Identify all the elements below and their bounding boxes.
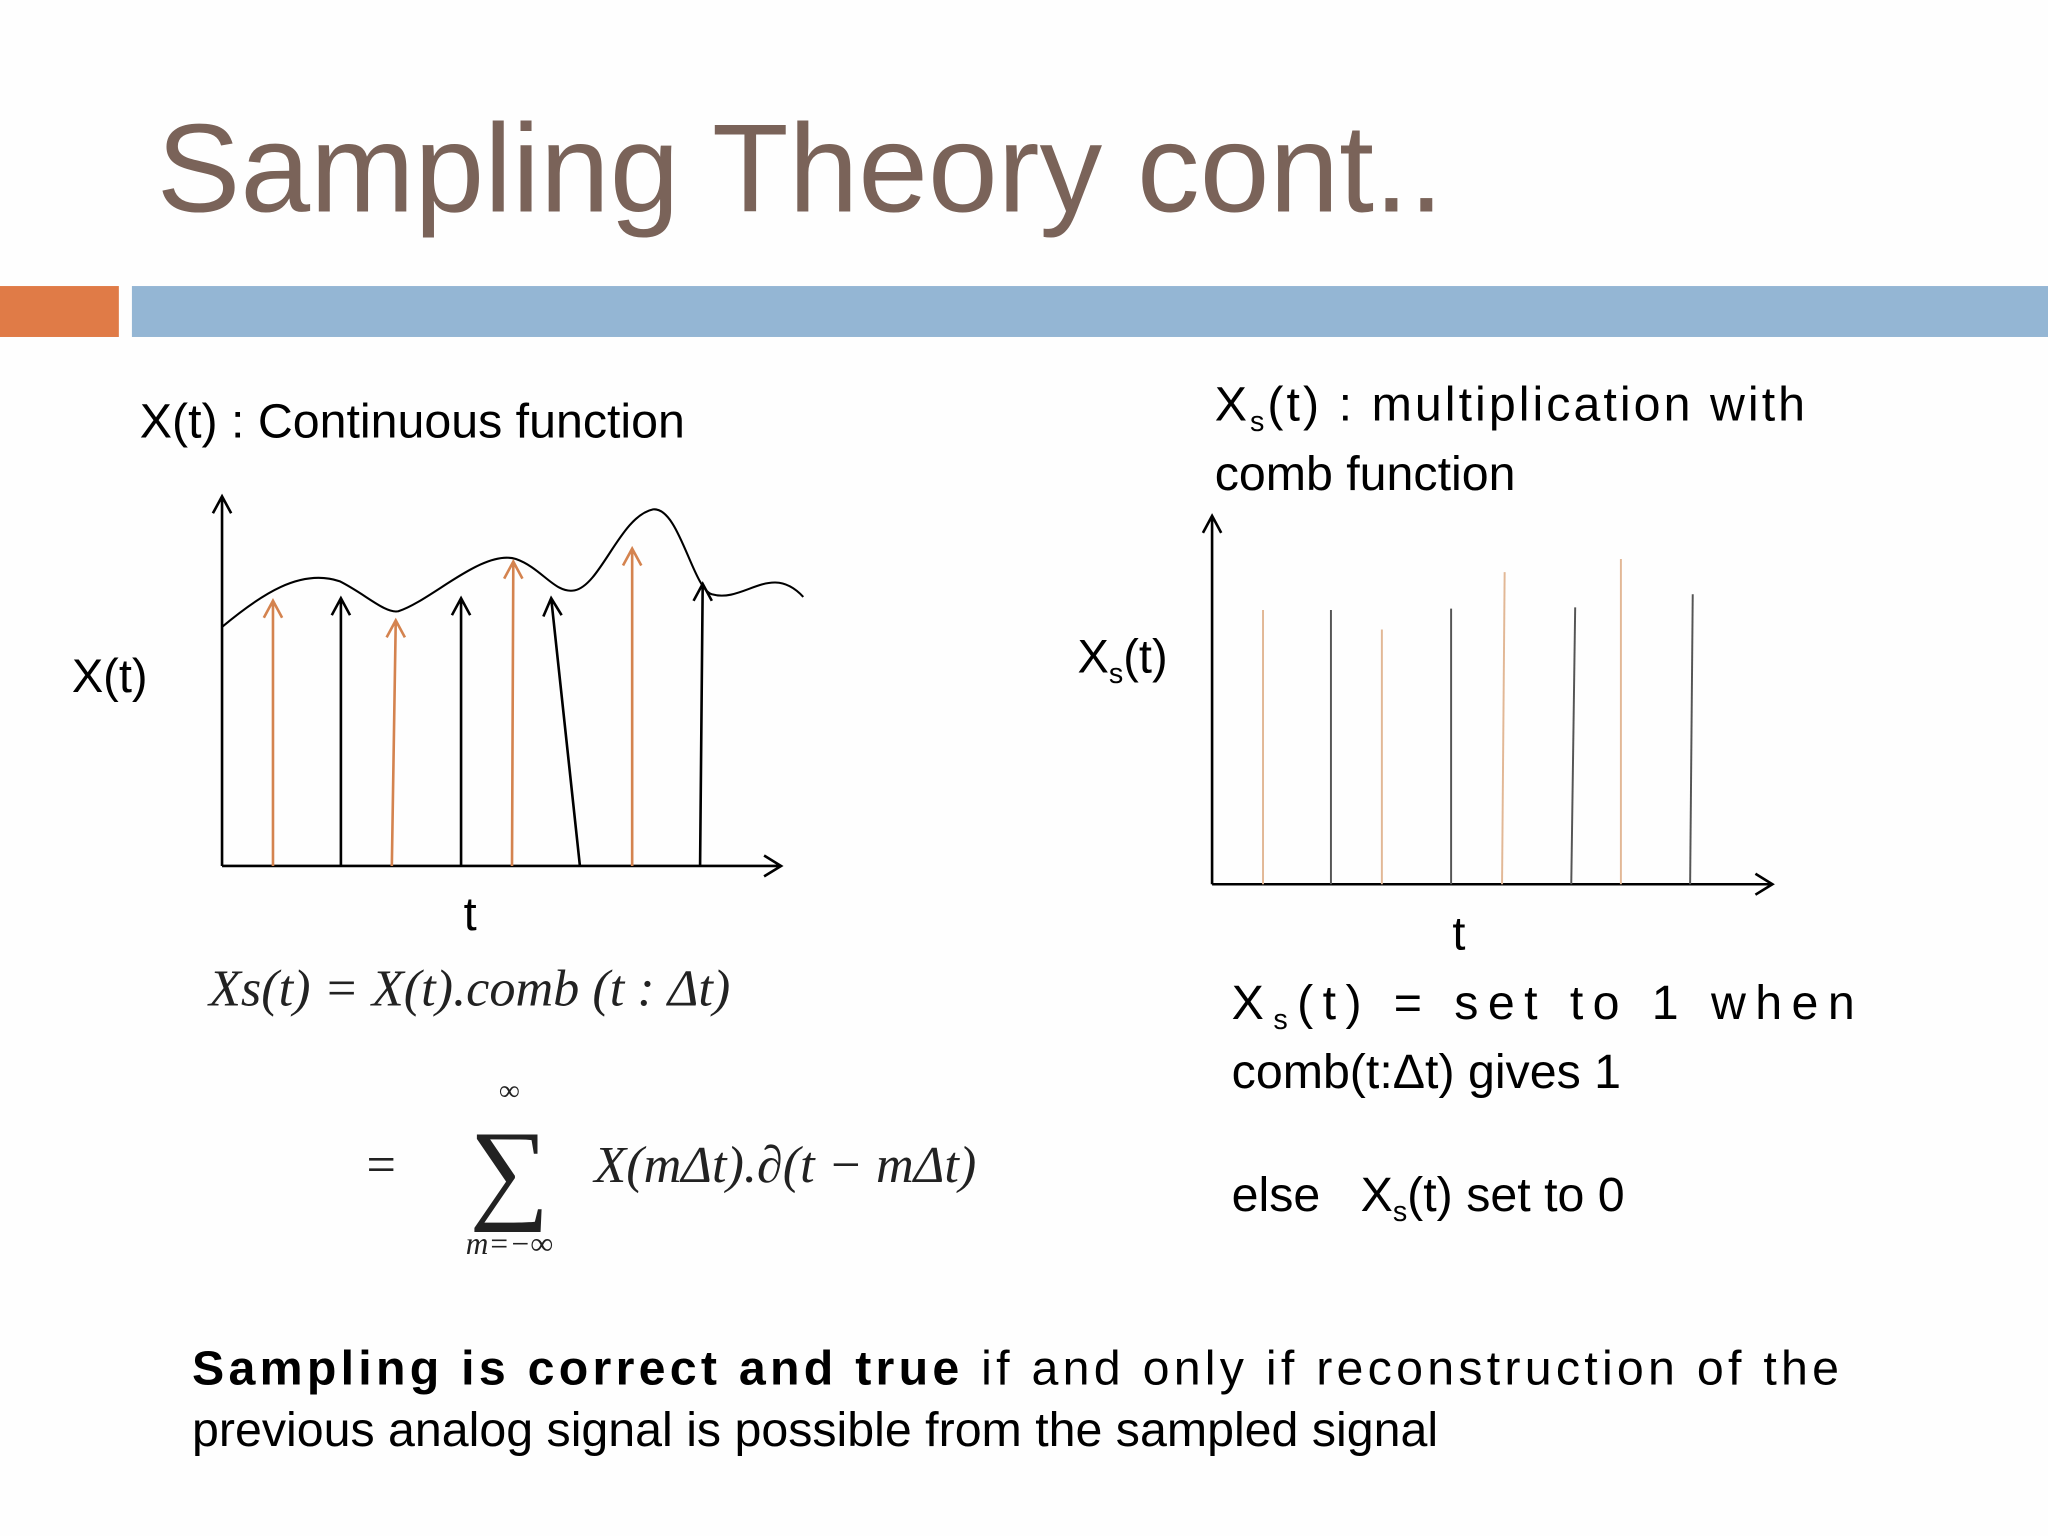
left-caption: X(t) : Continuous function [140,395,685,449]
y-axis-label: X(t) [72,649,148,702]
note-text: (t) set to 0 [1407,1168,1624,1222]
formula-equals: = [363,1136,398,1194]
subscript: s [1109,658,1123,690]
footer-bold: Sampling is correct and true [192,1341,959,1395]
sum-lower: m=−∞ [466,1226,553,1261]
sampled-diagram [1201,513,1775,896]
title: Sampling Theory cont.. [157,98,1444,239]
x-axis-label: t [1452,907,1465,960]
symbol: X [1232,976,1264,1030]
y-axis-label: Xs(t) [1078,630,1168,690]
footer-text: if and only if reconstruction of the [963,1341,1839,1395]
note-text: (t) = set to 1 when [1297,976,1855,1030]
subscript: s [1393,1196,1407,1228]
subscript: s [1250,406,1264,438]
footer-line: previous analog signal is possible from … [192,1403,1438,1457]
note: else Xs(t) set to 0 [1232,1168,1625,1228]
note-line2: comb(t:Δt) gives 1 [1232,1045,1621,1099]
subscript: s [1273,1004,1287,1036]
continuous-diagram [211,493,805,878]
sum-upper: ∞ [499,1075,519,1107]
sum-symbol: ∑ [469,1109,549,1233]
header-bar [131,286,2048,337]
right-caption-line2: comb function [1215,447,1516,501]
caption-text: (t) : multiplication with [1267,378,1805,432]
footer-line: Sampling is correct and true if and only… [192,1341,1839,1395]
formula: Xs(t) = X(t).comb (t : Δt) [207,960,730,1018]
label-text: (t) [1123,630,1167,683]
x-axis-label: t [464,887,477,940]
symbol: X [1078,630,1109,683]
symbol: X [1361,1168,1393,1222]
formula-term: X(mΔt).∂(t − mΔt) [592,1136,976,1194]
note-text: else [1232,1168,1361,1222]
symbol: X [1215,378,1247,432]
accent-bar [0,286,119,337]
